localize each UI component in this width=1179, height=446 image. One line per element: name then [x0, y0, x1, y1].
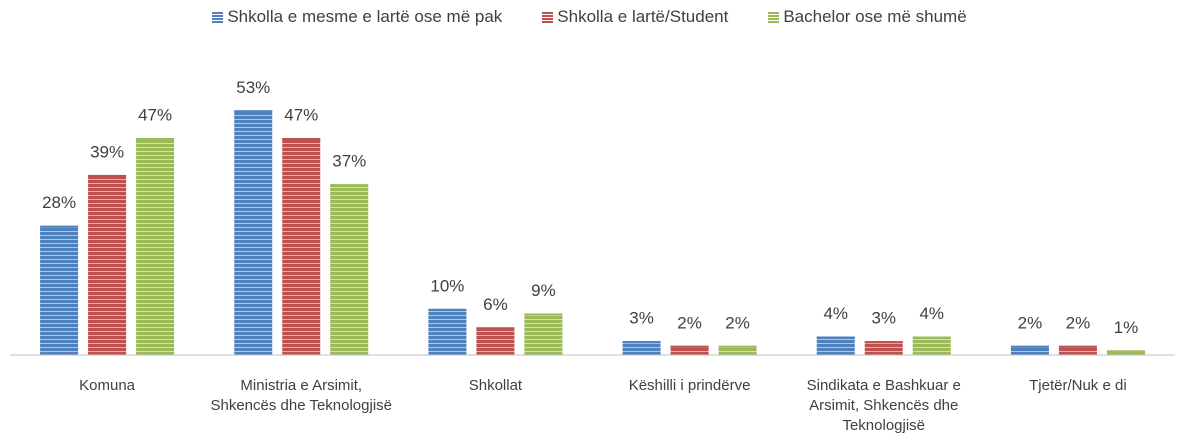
bar-top: [136, 138, 175, 141]
bar: [524, 313, 563, 355]
data-label: 2%: [725, 313, 750, 332]
data-label: 3%: [629, 309, 654, 328]
legend-label: Shkolla e lartë/Student: [557, 7, 729, 26]
bar-top: [428, 308, 467, 311]
bar: [912, 336, 951, 355]
legend-label: Bachelor ose më shumë: [783, 7, 967, 26]
data-label: 3%: [871, 309, 896, 328]
data-label: 2%: [677, 313, 702, 332]
bar: [1106, 350, 1145, 355]
bar-top: [282, 138, 321, 141]
x-tick-label: Sindikata e Bashkuar e Arsimit, Shkencës…: [806, 377, 961, 434]
bar-top: [670, 345, 709, 348]
x-tick-label: Tjetër/Nuk e di: [1029, 377, 1127, 394]
data-label: 2%: [1066, 313, 1091, 332]
bar-top: [330, 184, 369, 187]
legend-item: Shkolla e mesme e lartë ose më pak: [212, 7, 502, 27]
legend-swatch: [768, 11, 780, 23]
legend-swatch: [542, 11, 554, 23]
bar-top: [234, 110, 273, 113]
x-tick-label: Ministria e Arsimit, Shkencës dhe Teknol…: [210, 377, 393, 414]
bar: [476, 327, 515, 355]
data-label: 10%: [430, 276, 464, 295]
legend-swatch: [212, 11, 224, 23]
x-tick-label: Komuna: [79, 377, 136, 394]
bar: [670, 345, 709, 355]
x-tick-label: Shkollat: [468, 377, 523, 394]
bar-top: [40, 225, 79, 228]
bar: [136, 138, 175, 355]
data-label: 47%: [284, 106, 318, 125]
bar-top: [88, 174, 127, 177]
bar: [330, 184, 369, 355]
data-label: 9%: [531, 281, 556, 300]
bar-top: [1106, 350, 1145, 353]
bar: [428, 308, 467, 355]
data-label: 47%: [138, 106, 172, 125]
bar-top: [524, 313, 563, 316]
legend: Shkolla e mesme e lartë ose më pak Shkoll…: [0, 7, 1179, 27]
bar-top: [912, 336, 951, 339]
x-tick-label: Këshilli i prindërve: [628, 377, 751, 394]
data-label: 39%: [90, 142, 124, 161]
data-label: 4%: [919, 304, 944, 323]
legend-label: Shkolla e mesme e lartë ose më pak: [227, 7, 503, 26]
bar: [718, 345, 757, 355]
data-label: 1%: [1114, 318, 1139, 337]
bar: [40, 225, 79, 355]
data-label: 28%: [42, 193, 76, 212]
data-label: 6%: [483, 295, 508, 314]
bar: [88, 174, 127, 355]
data-label: 53%: [236, 78, 270, 97]
data-label: 2%: [1018, 313, 1043, 332]
bar: [234, 110, 273, 355]
bar-top: [622, 341, 661, 344]
bar: [1010, 345, 1049, 355]
bar-top: [1058, 345, 1097, 348]
bar: [282, 138, 321, 355]
bar-top: [476, 327, 515, 330]
bar-top: [864, 341, 903, 344]
bar: [864, 341, 903, 355]
bar: [622, 341, 661, 355]
bar-top: [718, 345, 757, 348]
legend-item: Bachelor ose më shumë: [768, 7, 967, 27]
bar-top: [1010, 345, 1049, 348]
data-label: 37%: [332, 152, 366, 171]
legend-item: Shkolla e lartë/Student: [542, 7, 728, 27]
bar: [816, 336, 855, 355]
bar-top: [816, 336, 855, 339]
data-label: 4%: [823, 304, 848, 323]
bar: [1058, 345, 1097, 355]
